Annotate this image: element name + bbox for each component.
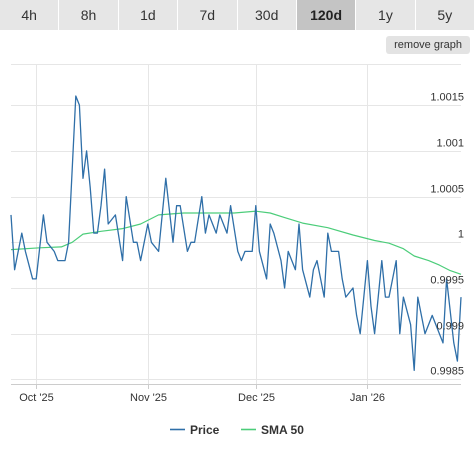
y-tick-label: 1.001 [436, 138, 464, 150]
legend: Price SMA 50 [170, 423, 304, 437]
y-tick-label: 0.9995 [430, 275, 464, 287]
legend-label: SMA 50 [261, 423, 304, 437]
sma-50-line [10, 210, 462, 275]
grid-lines [11, 64, 461, 384]
y-tick-label: 1.0015 [430, 92, 464, 104]
y-tick-label: 1.0005 [430, 184, 464, 196]
tab-4h[interactable]: 4h [0, 0, 60, 30]
tab-120d[interactable]: 120d [296, 0, 357, 30]
timeframe-tabs: 4h 8h 1d 7d 30d 120d 1y 5y [0, 0, 474, 30]
legend-label: Price [190, 423, 220, 437]
x-tick-label: Nov '25 [130, 392, 167, 404]
y-tick-label: 0.9985 [430, 366, 464, 378]
y-tick-label: 1 [458, 229, 464, 241]
x-tick-label: Jan '26 [350, 392, 385, 404]
x-tick-label: Oct '25 [19, 392, 54, 404]
axes [11, 384, 461, 389]
price-line [10, 95, 462, 371]
tab-30d[interactable]: 30d [237, 0, 297, 30]
tab-7d[interactable]: 7d [178, 0, 238, 30]
tick-labels: 0.9985 0.999 0.9995 1 1.0005 1.001 1.0015 Oct '… [19, 92, 464, 405]
legend-item-price: Price [170, 423, 220, 437]
x-tick-label: Dec '25 [238, 392, 275, 404]
tab-8h[interactable]: 8h [59, 0, 119, 30]
tab-5y[interactable]: 5y [415, 0, 474, 30]
tab-1d[interactable]: 1d [118, 0, 179, 30]
y-tick-label: 0.999 [436, 321, 464, 333]
remove-graph-button[interactable]: remove graph [386, 36, 470, 54]
tab-1y[interactable]: 1y [356, 0, 416, 30]
series-lines [10, 95, 462, 371]
legend-item-sma-50: SMA 50 [241, 423, 304, 437]
